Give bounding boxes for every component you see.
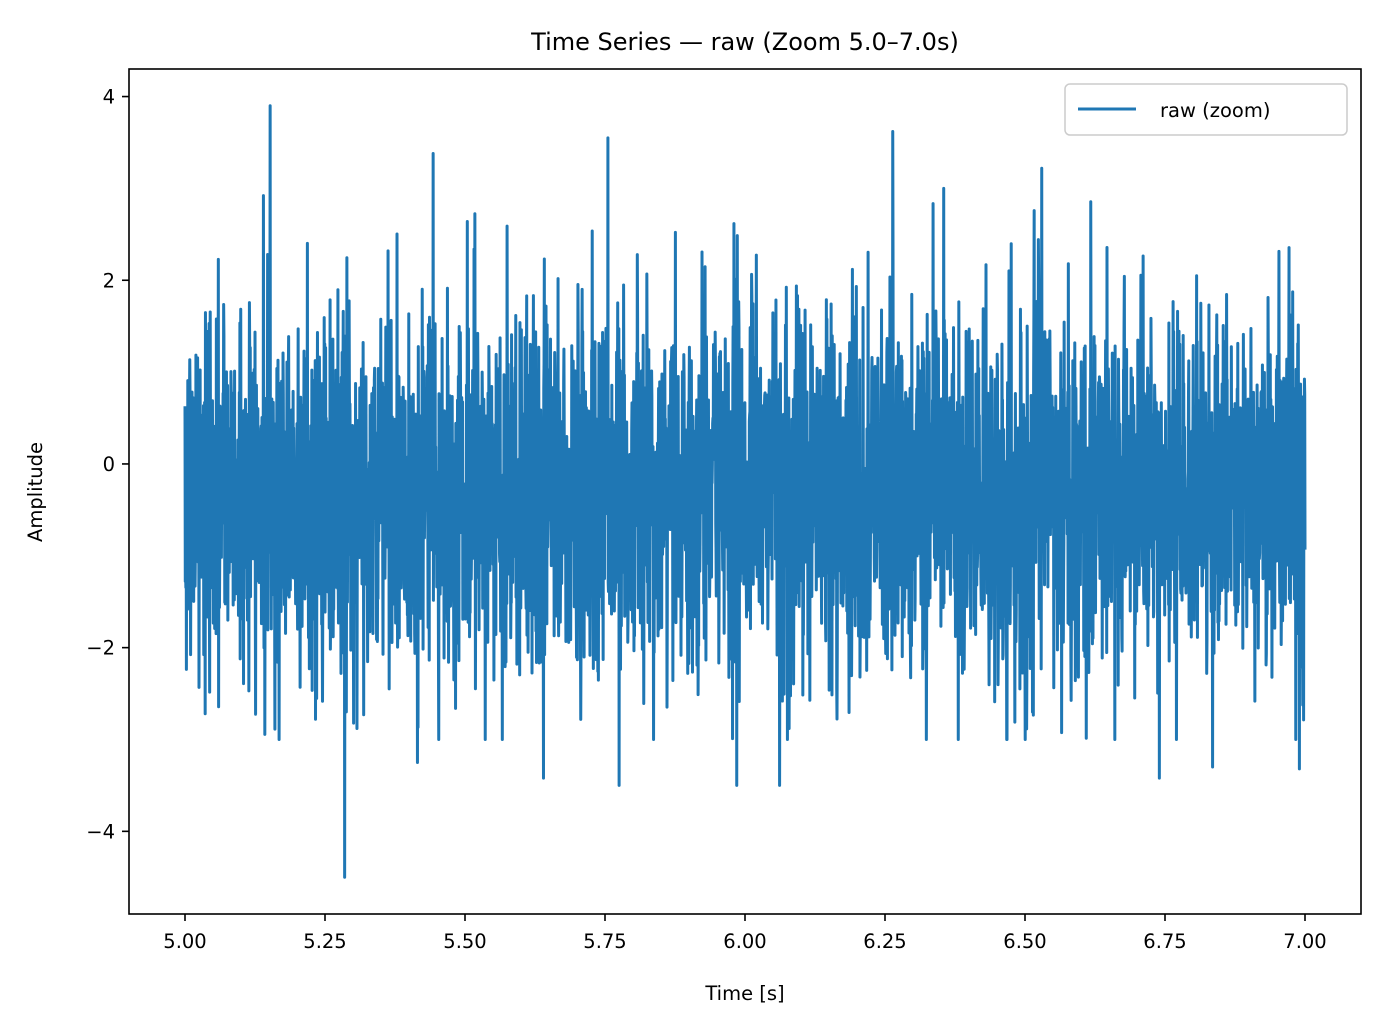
x-tick-label: 5.25 <box>303 930 346 953</box>
legend-label-raw-zoom: raw (zoom) <box>1160 99 1270 122</box>
x-axis: 5.00 5.25 5.50 5.75 6.00 6.25 6.50 6.75 7.00 <box>163 914 1327 953</box>
x-tick-label: 6.50 <box>1003 930 1046 953</box>
y-tick-label: 2 <box>103 269 115 292</box>
legend: raw (zoom) <box>1064 83 1348 136</box>
x-tick-label: 7.00 <box>1283 930 1326 953</box>
y-tick-label: −2 <box>86 637 115 660</box>
y-tick-label: 0 <box>103 453 115 476</box>
legend-box <box>1064 83 1348 136</box>
series-line-raw-zoom <box>183 104 1307 879</box>
y-axis: −4 −2 0 2 4 <box>86 86 129 843</box>
x-tick-label: 5.00 <box>163 930 206 953</box>
y-tick-label: −4 <box>86 820 115 843</box>
x-axis-label: Time [s] <box>704 982 784 1005</box>
chart-title: Time Series — raw (Zoom 5.0–7.0s) <box>530 28 959 56</box>
x-tick-label: 6.75 <box>1143 930 1186 953</box>
x-tick-label: 5.50 <box>443 930 486 953</box>
plot-area <box>128 68 1362 915</box>
x-tick-label: 6.25 <box>863 930 906 953</box>
y-tick-label: 4 <box>103 86 115 109</box>
y-axis-label: Amplitude <box>24 442 47 542</box>
x-tick-label: 5.75 <box>583 930 626 953</box>
x-tick-label: 6.00 <box>723 930 766 953</box>
